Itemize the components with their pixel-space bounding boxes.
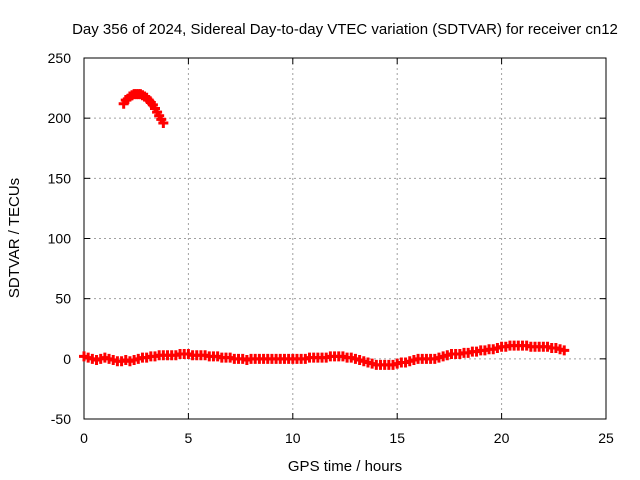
axis-ticks: 0 5 10 15 20 25 -50 0 50 100 150 200 250 [48,50,614,446]
data-point [559,345,570,356]
x-tick-label: 10 [285,430,301,446]
x-tick-label: 20 [494,430,510,446]
x-tick-label: 15 [389,430,405,446]
y-tick-label: 200 [48,110,72,126]
y-tick-label: -50 [51,411,71,427]
x-tick-label: 0 [80,430,88,446]
x-tick-label: 5 [185,430,193,446]
y-tick-label: 150 [48,170,72,186]
y-tick-label: 250 [48,50,72,66]
chart-title: Day 356 of 2024, Sidereal Day-to-day VTE… [72,21,618,38]
data-points [79,89,570,370]
x-tick-label: 25 [598,430,614,446]
x-axis-label: GPS time / hours [288,458,402,475]
y-axis-label: SDTVAR / TECUs [6,178,23,298]
data-point [158,117,169,128]
y-tick-label: 50 [55,291,71,307]
y-tick-label: 0 [63,351,71,367]
y-tick-label: 100 [48,231,72,247]
